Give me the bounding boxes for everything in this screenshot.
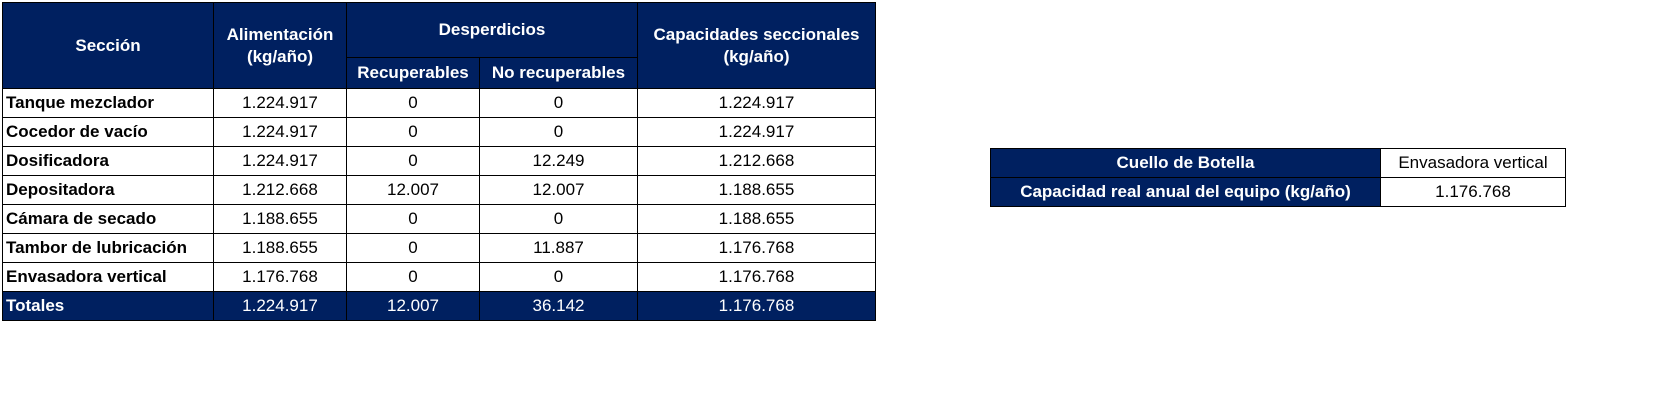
cell: 1.224.917 <box>213 117 347 147</box>
cell: 0 <box>346 204 480 234</box>
cell: 1.212.668 <box>213 175 347 205</box>
cell: 1.176.768 <box>637 262 876 292</box>
cell: 1.212.668 <box>637 146 876 176</box>
cell: 1.224.917 <box>637 117 876 147</box>
header-cell: No recuperables <box>479 57 638 89</box>
row-label: Cámara de secado <box>2 204 214 234</box>
table-row: Envasadora vertical 1.176.768 0 0 1.176.768 <box>2 262 876 292</box>
row-label: Totales <box>2 291 214 321</box>
row-label: Cocedor de vacío <box>2 117 214 147</box>
table-row: Tambor de lubricación 1.188.655 0 11.887 1.1… <box>2 233 876 263</box>
cell: 1.224.917 <box>213 88 347 118</box>
cell: 1.176.768 <box>1380 177 1566 207</box>
cell: 1.176.768 <box>637 291 876 321</box>
table-row: Cocedor de vacío 1.224.917 0 0 1.224.917 <box>2 117 876 147</box>
header-cell: Capacidad real anual del equipo (kg/año) <box>990 177 1381 207</box>
header-cell: Desperdicios <box>346 2 638 58</box>
cell: 1.224.917 <box>637 88 876 118</box>
cell: 11.887 <box>479 233 638 263</box>
cell: 1.224.917 <box>213 291 347 321</box>
row-label: Envasadora vertical <box>2 262 214 292</box>
table-row: Cámara de secado 1.188.655 0 0 1.188.655 <box>2 204 876 234</box>
capacity-table: Sección Alimentación (kg/año) Desperdici… <box>2 2 876 321</box>
header-cell: Sección <box>2 2 214 89</box>
bottleneck-table: Cuello de Botella Envasadora vertical Ca… <box>990 148 1566 207</box>
table-row: Depositadora 1.212.668 12.007 12.007 1.188.6… <box>2 175 876 205</box>
table-row: Dosificadora 1.224.917 0 12.249 1.212.668 <box>2 146 876 176</box>
header-cell: Recuperables <box>346 57 480 89</box>
cell: 0 <box>346 117 480 147</box>
row-label: Dosificadora <box>2 146 214 176</box>
cell: 36.142 <box>479 291 638 321</box>
header-cell: Capacidades seccionales (kg/año) <box>637 2 876 89</box>
cell: 1.224.917 <box>213 146 347 176</box>
cell: 0 <box>346 233 480 263</box>
totals: Totales 1.224.917 12.007 36.142 1.176.768 <box>2 291 876 321</box>
cell: 0 <box>346 146 480 176</box>
cell: 1.188.655 <box>213 233 347 263</box>
cell: 12.007 <box>346 291 480 321</box>
table-row: Tanque mezclador 1.224.917 0 0 1.224.917 <box>2 88 876 118</box>
cell: 1.176.768 <box>213 262 347 292</box>
cell: 0 <box>479 204 638 234</box>
cell: 12.249 <box>479 146 638 176</box>
cell: 1.188.655 <box>213 204 347 234</box>
cell: 0 <box>346 262 480 292</box>
header-cell: Alimentación (kg/año) <box>213 2 347 89</box>
cell: 1.188.655 <box>637 175 876 205</box>
row-label: Tambor de lubricación <box>2 233 214 263</box>
cell: Envasadora vertical <box>1380 148 1566 178</box>
cell: 0 <box>479 117 638 147</box>
cell: 1.188.655 <box>637 204 876 234</box>
table-body: Tanque mezclador 1.224.917 0 0 1.224.917 Coce… <box>2 88 876 321</box>
cell: 0 <box>479 262 638 292</box>
cell: 0 <box>346 88 480 118</box>
row-label: Tanque mezclador <box>2 88 214 118</box>
cell: 12.007 <box>479 175 638 205</box>
header-cell: Cuello de Botella <box>990 148 1381 178</box>
cell: 1.176.768 <box>637 233 876 263</box>
cell: 0 <box>479 88 638 118</box>
cell: 12.007 <box>346 175 480 205</box>
row-label: Depositadora <box>2 175 214 205</box>
